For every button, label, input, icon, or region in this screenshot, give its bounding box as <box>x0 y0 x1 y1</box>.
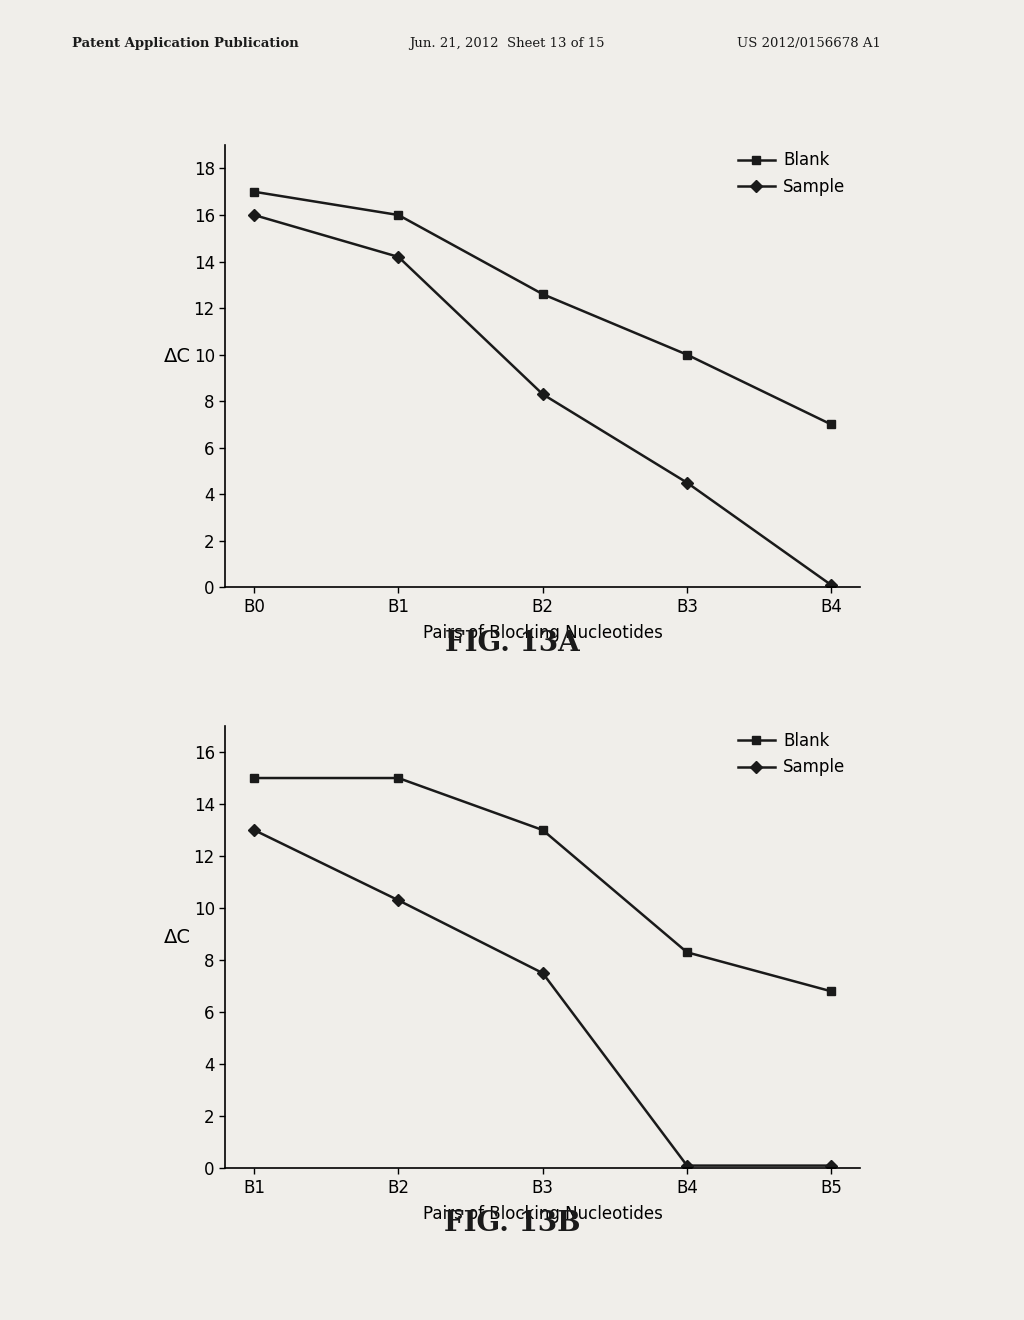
Sample <box>537 387 549 403</box>
Sample <box>825 577 838 593</box>
Sample <box>392 892 404 908</box>
Line: Blank: Blank <box>250 774 836 995</box>
Sample <box>248 822 260 838</box>
Blank <box>825 417 838 433</box>
Blank <box>392 207 404 223</box>
X-axis label: Pairs of Blocking Nucleotides: Pairs of Blocking Nucleotides <box>423 624 663 642</box>
Line: Sample: Sample <box>250 211 836 589</box>
Blank <box>392 770 404 785</box>
Sample <box>392 249 404 265</box>
Y-axis label: ΔC: ΔC <box>164 347 190 366</box>
Blank <box>681 944 693 960</box>
X-axis label: Pairs of Blocking Nucleotides: Pairs of Blocking Nucleotides <box>423 1205 663 1222</box>
Text: US 2012/0156678 A1: US 2012/0156678 A1 <box>737 37 882 50</box>
Sample <box>825 1158 838 1173</box>
Legend: Blank, Sample: Blank, Sample <box>731 145 852 202</box>
Text: FIG. 13B: FIG. 13B <box>443 1210 581 1237</box>
Line: Sample: Sample <box>250 826 836 1170</box>
Line: Blank: Blank <box>250 187 836 429</box>
Blank <box>681 347 693 363</box>
Blank <box>537 286 549 302</box>
Blank <box>248 770 260 785</box>
Blank <box>825 983 838 999</box>
Sample <box>537 965 549 981</box>
Sample <box>248 207 260 223</box>
Sample <box>681 475 693 491</box>
Sample <box>681 1158 693 1173</box>
Legend: Blank, Sample: Blank, Sample <box>731 726 852 783</box>
Text: Patent Application Publication: Patent Application Publication <box>72 37 298 50</box>
Text: FIG. 13A: FIG. 13A <box>444 630 580 656</box>
Y-axis label: ΔC: ΔC <box>164 928 190 948</box>
Blank <box>248 183 260 199</box>
Text: Jun. 21, 2012  Sheet 13 of 15: Jun. 21, 2012 Sheet 13 of 15 <box>410 37 605 50</box>
Blank <box>537 822 549 838</box>
